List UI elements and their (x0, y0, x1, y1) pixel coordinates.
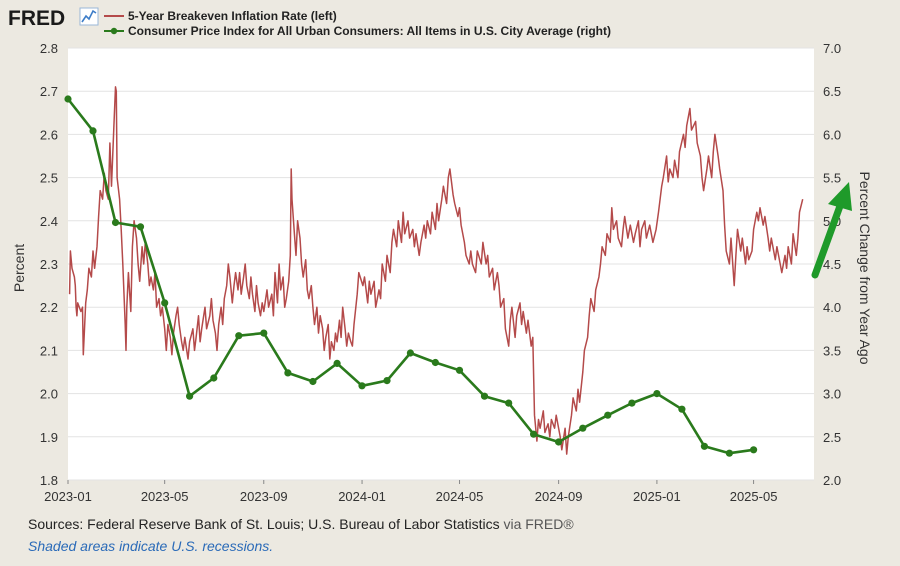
legend-item-cpi: Consumer Price Index for All Urban Consu… (104, 24, 611, 38)
y-right-tick-label: 6.5 (823, 84, 841, 99)
cpi-data-point (678, 405, 686, 413)
cpi-data-point (579, 424, 587, 432)
legend-label-cpi: Consumer Price Index for All Urban Consu… (128, 24, 611, 38)
y-right-tick-label: 5.5 (823, 171, 841, 186)
cpi-data-point (235, 332, 243, 340)
cpi-data-point (700, 442, 709, 450)
x-tick-label: 2025-05 (730, 489, 778, 504)
y-right-tick-label: 2.0 (823, 473, 841, 488)
y-right-tick-label: 3.5 (823, 343, 841, 358)
y-left-tick-label: 2.4 (40, 214, 58, 229)
legend: 5-Year Breakeven Inflation Rate (left) C… (104, 9, 611, 38)
cpi-data-point (480, 392, 489, 400)
cpi-data-point (604, 411, 612, 419)
y-right-tick-label: 2.5 (823, 430, 841, 445)
sources-note: Sources: Federal Reserve Bank of St. Lou… (28, 516, 574, 532)
y-left-tick-label: 2.1 (40, 343, 58, 358)
line-chart-icon (79, 7, 99, 26)
y-right-tick-label: 4.0 (823, 300, 841, 315)
x-tick-label: 2024-01 (338, 489, 386, 504)
cpi-data-point (406, 349, 414, 357)
cpi-data-point (628, 399, 636, 407)
cpi-data-point (64, 95, 72, 103)
cpi-data-point (284, 369, 292, 377)
y-left-tick-label: 1.9 (40, 430, 58, 445)
x-tick-label: 2024-05 (436, 489, 484, 504)
cpi-data-point (383, 377, 391, 385)
y-left-tick-label: 2.3 (40, 257, 58, 272)
cpi-data-point (725, 449, 734, 457)
sources-text: Sources: Federal Reserve Bank of St. Lou… (28, 516, 500, 532)
x-tick-label: 2023-01 (44, 489, 92, 504)
y-left-tick-label: 2.2 (40, 300, 58, 315)
legend-label-breakeven: 5-Year Breakeven Inflation Rate (left) (128, 9, 337, 23)
y-left-tick-label: 2.7 (40, 84, 58, 99)
cpi-data-point (111, 218, 120, 227)
cpi-data-point (530, 430, 538, 438)
fred-logo[interactable]: FRED (8, 7, 99, 30)
recession-note: Shaded areas indicate U.S. recessions. (28, 538, 274, 554)
y-right-tick-label: 7.0 (823, 41, 841, 56)
x-tick-label: 2025-01 (633, 489, 681, 504)
fred-logo-text: FRED (8, 7, 65, 30)
cpi-data-point (358, 382, 366, 390)
y-right-tick-label: 3.0 (823, 387, 841, 402)
y-left-tick-label: 2.6 (40, 127, 58, 142)
x-tick-label: 2024-09 (535, 489, 583, 504)
cpi-data-point (186, 392, 194, 400)
annotation-arrow (811, 182, 852, 279)
cpi-data-point (455, 366, 464, 374)
cpi-data-point (309, 377, 317, 386)
cpi-data-point (750, 446, 758, 454)
cpi-data-point (333, 359, 341, 367)
cpi-data-point (431, 358, 439, 367)
cpi-data-point (555, 438, 563, 446)
via-fred-text[interactable]: via FRED® (499, 516, 574, 532)
cpi-data-point (653, 390, 661, 398)
breakeven-series-line (68, 86, 804, 455)
cpi-data-point (210, 374, 218, 382)
y-left-tick-label: 1.8 (40, 473, 58, 488)
cpi-data-point (505, 399, 513, 407)
y-right-tick-label: 6.0 (823, 127, 841, 142)
y-right-axis-label: Percent Change from Year Ago (857, 171, 873, 364)
cpi-data-point (260, 329, 268, 337)
x-tick-label: 2023-05 (141, 489, 189, 504)
cpi-data-point (136, 223, 145, 231)
y-left-tick-label: 2.5 (40, 171, 58, 186)
x-tick-label: 2023-09 (240, 489, 288, 504)
y-left-tick-label: 2.0 (40, 387, 58, 402)
y-left-tick-label: 2.8 (40, 41, 58, 56)
y-left-axis-label: Percent (11, 244, 27, 292)
cpi-data-point (161, 299, 169, 307)
y-right-tick-label: 4.5 (823, 257, 841, 272)
legend-item-breakeven: 5-Year Breakeven Inflation Rate (left) (104, 9, 337, 23)
cpi-data-point (89, 127, 97, 135)
